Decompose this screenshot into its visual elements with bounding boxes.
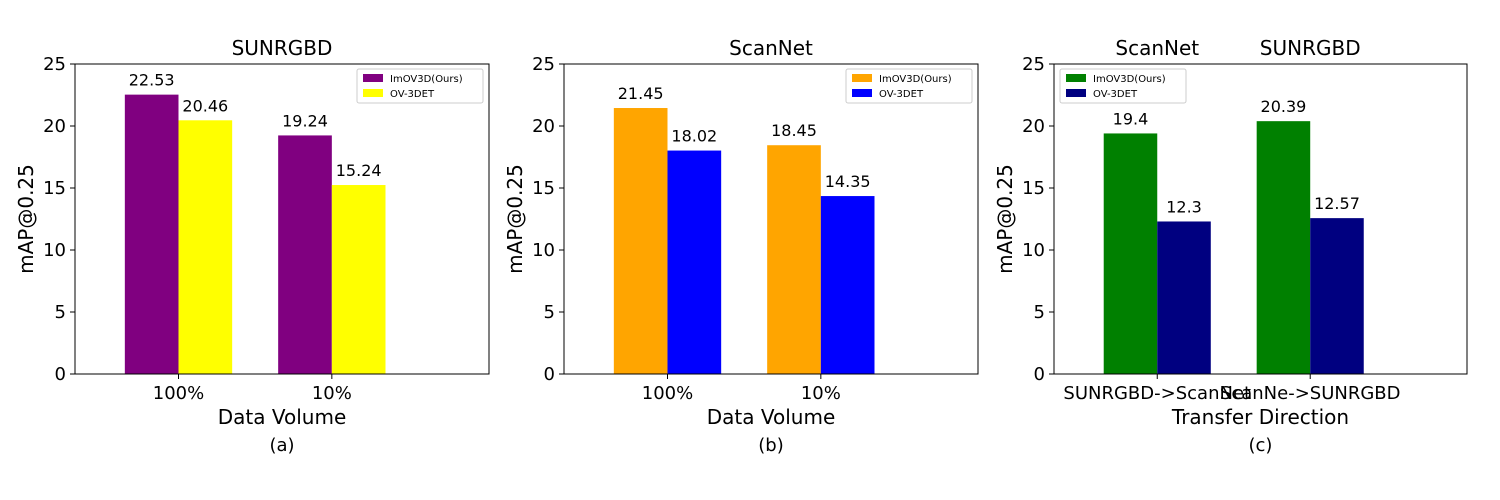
y-tick-label: 15 <box>532 178 555 199</box>
bar-ov-3det-0 <box>1157 221 1211 374</box>
bar-ov-3det-1 <box>331 185 386 374</box>
axes-frame <box>563 63 979 375</box>
bar-ov-3det-0 <box>667 150 722 374</box>
x-tick-label: 100% <box>642 383 693 404</box>
x-axis-label: Data Volume <box>707 405 836 429</box>
chart-panel-0: 22.53 19.24 20.46 15.24 0 5 10 15 20 25 100% 10%Dat… <box>14 36 490 456</box>
legend-entry: ImOV3D(Ours) <box>1093 74 1166 85</box>
group-title: SUNRGBD <box>1260 36 1361 60</box>
legend-entry: ImOV3D(Ours) <box>879 74 952 85</box>
y-tick-label: 20 <box>1022 116 1045 137</box>
y-tick-label: 5 <box>544 302 555 323</box>
data-label: 22.53 <box>129 71 175 90</box>
y-tick-label: 10 <box>532 240 555 261</box>
bar-ov-3det-1 <box>820 196 875 374</box>
legend-swatch <box>1066 74 1086 82</box>
legend-swatch <box>1066 89 1086 97</box>
legend-entry: OV-3DET <box>879 89 924 100</box>
data-label: 18.02 <box>671 127 717 146</box>
legend-swatch <box>363 89 383 97</box>
bar-imov3d-ours--0 <box>124 94 179 375</box>
y-tick-label: 20 <box>532 116 555 137</box>
bar-imov3d-ours--1 <box>278 135 332 374</box>
y-tick-label: 25 <box>532 54 555 75</box>
legend-swatch <box>363 74 383 82</box>
y-tick-label: 10 <box>43 240 66 261</box>
x-tick-label: 10% <box>312 383 352 404</box>
legend-swatch <box>852 89 872 97</box>
data-label: 14.35 <box>825 172 871 191</box>
chart-panel-1: 21.45 18.45 18.02 14.35 0 5 10 15 20 25 100% 10%Dat… <box>503 36 979 456</box>
data-label: 20.46 <box>182 96 228 115</box>
legend-box <box>845 68 973 104</box>
group-title: ScanNet <box>1115 36 1199 60</box>
data-label: 19.24 <box>282 111 328 130</box>
bar-imov3d-ours--1 <box>767 145 821 374</box>
y-tick-label: 25 <box>1022 54 1045 75</box>
panel-label: (a) <box>269 435 294 456</box>
data-label: 15.24 <box>336 161 382 180</box>
y-tick-label: 15 <box>43 178 66 199</box>
y-tick-label: 5 <box>55 302 66 323</box>
chart-panel-2: 19.4 20.39 12.3 12.57 0 5 10 15 20 25 SUNRGBD->Sca… <box>993 36 1468 456</box>
y-tick-label: 0 <box>1034 364 1045 385</box>
legend-entry: OV-3DET <box>1093 89 1138 100</box>
axes-frame <box>74 63 490 375</box>
x-tick-label: 10% <box>801 383 841 404</box>
y-tick-label: 20 <box>43 116 66 137</box>
data-label: 12.3 <box>1166 197 1202 216</box>
data-label: 19.4 <box>1113 109 1149 128</box>
y-axis-label: mAP@0.25 <box>14 164 38 274</box>
x-axis-label: Data Volume <box>218 405 347 429</box>
y-tick-label: 5 <box>1034 302 1045 323</box>
legend-entry: OV-3DET <box>390 89 435 100</box>
y-tick-label: 25 <box>43 54 66 75</box>
legend-box <box>1059 68 1187 104</box>
legend: ImOV3D(Ours) OV-3DET <box>845 68 973 104</box>
legend-box <box>356 68 484 104</box>
y-tick-label: 0 <box>55 364 66 385</box>
chart-title: ScanNet <box>729 36 813 60</box>
data-label: 18.45 <box>771 121 817 140</box>
bar-imov3d-ours--1 <box>1256 121 1311 374</box>
panel-label: (c) <box>1249 435 1273 456</box>
chart-title: SUNRGBD <box>232 36 333 60</box>
axes-frame <box>1053 63 1468 375</box>
x-axis-label: Transfer Direction <box>1171 405 1349 429</box>
y-tick-label: 0 <box>544 364 555 385</box>
y-tick-label: 10 <box>1022 240 1045 261</box>
data-label: 21.45 <box>618 84 664 103</box>
y-axis-label: mAP@0.25 <box>503 164 527 274</box>
panel-label: (b) <box>758 435 783 456</box>
x-tick-label: SUNRGBD->ScanNet <box>1063 383 1251 404</box>
data-label: 12.57 <box>1314 194 1360 213</box>
legend: ImOV3D(Ours) OV-3DET <box>356 68 484 104</box>
legend-entry: ImOV3D(Ours) <box>390 74 463 85</box>
bar-imov3d-ours--0 <box>1103 133 1158 374</box>
legend: ImOV3D(Ours) OV-3DET <box>1059 68 1187 104</box>
bar-ov-3det-0 <box>178 120 233 375</box>
x-tick-label: 100% <box>153 383 204 404</box>
data-label: 20.39 <box>1261 97 1307 116</box>
y-tick-label: 15 <box>1022 178 1045 199</box>
bar-ov-3det-1 <box>1310 218 1364 374</box>
x-tick-label: ScanNe->SUNRGBD <box>1220 383 1401 404</box>
y-axis-label: mAP@0.25 <box>993 164 1017 274</box>
legend-swatch <box>852 74 872 82</box>
bar-imov3d-ours--0 <box>613 108 668 375</box>
